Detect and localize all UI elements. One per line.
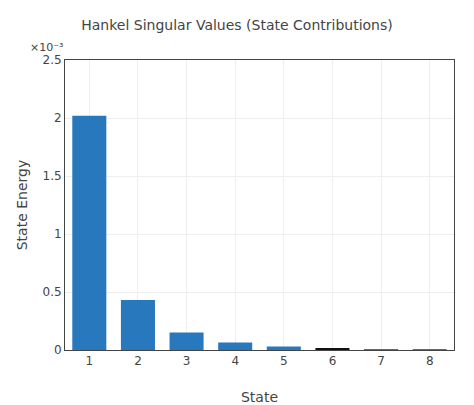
svg-text:2.5: 2.5 (43, 53, 62, 67)
svg-text:2: 2 (54, 111, 62, 125)
svg-text:×10⁻³: ×10⁻³ (30, 41, 63, 54)
svg-text:0: 0 (54, 343, 62, 357)
svg-text:State Energy: State Energy (14, 160, 30, 251)
svg-text:3: 3 (183, 354, 191, 368)
svg-text:6: 6 (329, 354, 337, 368)
svg-text:State: State (241, 389, 278, 405)
svg-text:8: 8 (426, 354, 434, 368)
svg-text:7: 7 (377, 354, 385, 368)
svg-text:2: 2 (134, 354, 142, 368)
svg-text:4: 4 (231, 354, 239, 368)
svg-text:1: 1 (54, 227, 62, 241)
svg-text:5: 5 (280, 354, 288, 368)
svg-text:1: 1 (85, 354, 93, 368)
svg-text:0.5: 0.5 (43, 285, 62, 299)
svg-text:Hankel Singular Values (State: Hankel Singular Values (State Contributi… (81, 17, 392, 33)
svg-text:1.5: 1.5 (43, 169, 62, 183)
